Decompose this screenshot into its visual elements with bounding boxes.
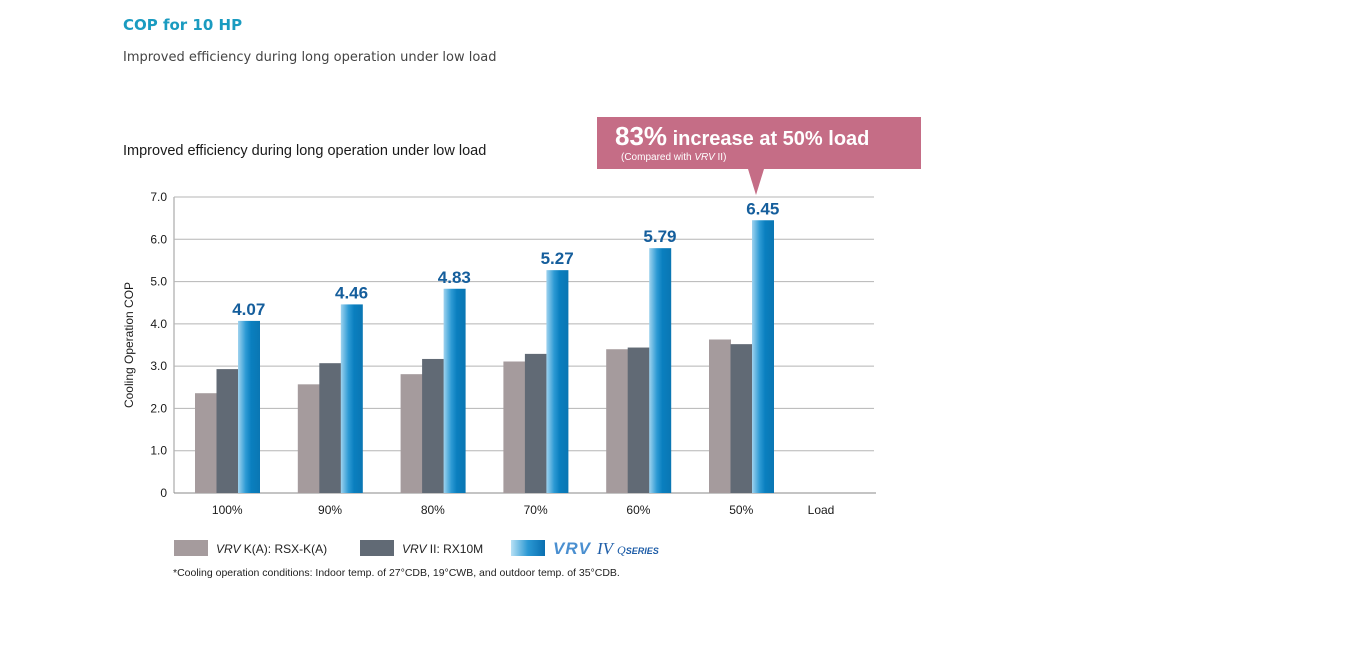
legend-swatch	[174, 540, 208, 556]
legend-label: VRV II: RX10M	[402, 542, 483, 556]
bar-value-label: 6.45	[746, 199, 779, 218]
y-tick-label: 4.0	[150, 317, 167, 331]
bar-vrv-k	[400, 374, 423, 493]
bar-vrv-iv	[443, 288, 466, 493]
bar-vrv-k	[503, 361, 526, 493]
callout-annotation: 83% increase at 50% load (Compared with …	[597, 117, 921, 169]
footnote: *Cooling operation conditions: Indoor te…	[173, 567, 620, 579]
logo-iv: IV	[596, 539, 614, 558]
y-tick-label: 3.0	[150, 359, 167, 373]
bar-vrv-k	[606, 349, 629, 493]
bar-vrv-ii	[524, 353, 547, 493]
callout-pointer	[748, 169, 764, 195]
legend-label-text: II: RX10M	[426, 542, 484, 556]
page-title: COP for 10 HP	[123, 16, 243, 34]
y-tick-label: 2.0	[150, 401, 167, 415]
bars	[195, 220, 774, 493]
x-axis-label: Load	[808, 503, 835, 517]
logo-q: Q	[617, 543, 626, 557]
x-tick-label: 50%	[729, 503, 753, 517]
legend-label-italic: VRV	[216, 542, 241, 556]
bar-vrv-iv	[649, 248, 672, 493]
bar-value-label: 4.83	[438, 268, 471, 287]
legend-label-text: K(A): RSX-K(A)	[240, 542, 328, 556]
callout-sub-prefix: (Compared with	[621, 152, 695, 163]
legend-label: VRV K(A): RSX-K(A)	[216, 542, 327, 556]
logo-vrv: VRV	[553, 539, 591, 558]
callout-percent: 83%	[615, 121, 668, 151]
vrv-iv-logo: VRV IV QSERIES	[553, 539, 659, 559]
legend-swatch	[511, 540, 545, 556]
x-tick-label: 60%	[626, 503, 650, 517]
y-axis-label: Cooling Operation COP	[122, 282, 136, 408]
bar-vrv-ii	[216, 369, 239, 493]
bar-vrv-ii	[319, 363, 342, 493]
x-tick-label: 90%	[318, 503, 342, 517]
bar-value-label: 4.07	[232, 300, 265, 319]
page-subtitle: Improved efficiency during long operatio…	[123, 50, 497, 65]
bar-value-label: 4.46	[335, 283, 368, 302]
labels: 0 1.0 2.0 3.0 4.0 5.0 6.0 7.0 4.07 100% 4.46 90% 4.8…	[150, 190, 779, 517]
bar-vrv-k	[297, 384, 320, 493]
bar-value-label: 5.27	[541, 249, 574, 268]
bar-vrv-ii	[627, 347, 650, 493]
bar-vrv-ii	[730, 344, 753, 493]
chart-title: Improved efficiency during long operatio…	[123, 143, 487, 159]
bar-vrv-iv	[546, 270, 569, 493]
y-tick-label: 6.0	[150, 232, 167, 246]
y-tick-label: 7.0	[150, 190, 167, 204]
x-tick-label: 70%	[524, 503, 548, 517]
bar-vrv-iv	[238, 320, 260, 493]
logo-series: SERIES	[625, 546, 659, 556]
x-tick-label: 100%	[212, 503, 243, 517]
bar-vrv-k	[709, 339, 731, 493]
bar-vrv-k	[195, 393, 217, 493]
legend-swatch	[360, 540, 394, 556]
x-tick-label: 80%	[421, 503, 445, 517]
y-tick-label: 0	[160, 486, 167, 500]
callout-headline: 83% increase at 50% load	[615, 121, 869, 152]
y-tick-label: 5.0	[150, 275, 167, 289]
legend-label-italic: VRV	[402, 542, 427, 556]
bar-vrv-iv	[340, 304, 363, 493]
callout-subtext: (Compared with VRV II)	[621, 152, 726, 163]
callout-sub-italic: VRV	[694, 152, 715, 163]
bar-value-label: 5.79	[643, 227, 676, 246]
callout-text: increase at 50% load	[667, 128, 870, 150]
callout-sub-suffix: II)	[714, 152, 727, 163]
bar-vrv-ii	[422, 358, 445, 493]
y-tick-label: 1.0	[150, 444, 167, 458]
bar-vrv-iv	[752, 220, 774, 493]
